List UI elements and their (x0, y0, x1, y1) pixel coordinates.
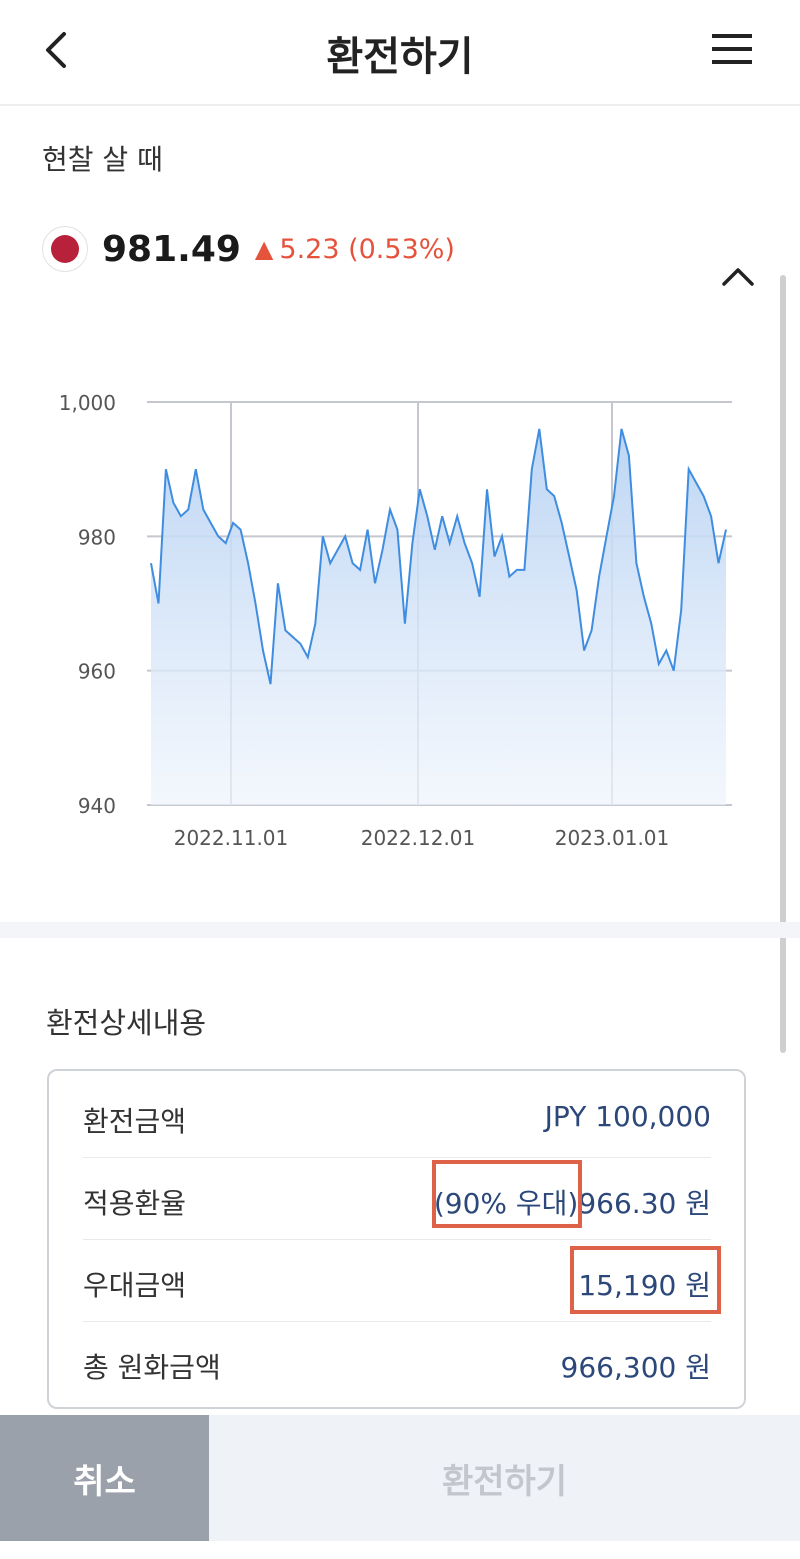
x-tick-label: 2022.12.01 (361, 826, 476, 850)
cancel-button[interactable]: 취소 (0, 1415, 209, 1541)
app-header: 환전하기 (0, 0, 800, 106)
detail-row-amount: 환전금액 JPY 100,000 (83, 1076, 711, 1158)
rate-change: 5.23 (0.53%) (279, 233, 455, 265)
detail-value: 966,300 원 (560, 1351, 711, 1384)
section-divider (0, 922, 800, 938)
page-title: 환전하기 (326, 34, 474, 80)
chevron-left-icon (46, 32, 66, 68)
exchange-details-card: 환전금액 JPY 100,000 적용환율 (90% 우대)966.30 원 우… (47, 1069, 746, 1409)
detail-label: 적용환율 (83, 1187, 187, 1220)
detail-value: (90% 우대)966.30 원 (434, 1182, 711, 1222)
chart-area-fill (151, 428, 726, 805)
preferential-badge: (90% 우대) (433, 1187, 579, 1220)
details-title: 환전상세내용 (46, 1006, 207, 1040)
bottom-action-bar: 취소 환전하기 (0, 1415, 800, 1541)
exchange-rate-chart: 1,000 980 960 940 2022.11.01 2022.12.01 2023.0… (59, 391, 732, 850)
rate-summary: 981.49 ▲ 5.23 (0.53%) (42, 222, 455, 276)
detail-row-total: 총 원화금액 966,300 원 (83, 1322, 711, 1404)
detail-value: 15,190 원 (578, 1269, 711, 1302)
collapse-chart-button[interactable] (718, 262, 758, 292)
y-tick-label: 980 (78, 525, 116, 549)
hamburger-menu-icon (712, 34, 752, 64)
highlight-preferential-rate (432, 1160, 582, 1228)
x-tick-label: 2022.11.01 (174, 826, 289, 850)
detail-label: 우대금액 (83, 1269, 187, 1302)
chart-series-line (150, 428, 727, 685)
detail-value: JPY 100,000 (544, 1100, 711, 1133)
detail-row-applied-rate: 적용환율 (90% 우대)966.30 원 (83, 1158, 711, 1240)
y-tick-label: 1,000 (59, 391, 116, 415)
chevron-up-icon (722, 268, 754, 286)
exchange-button[interactable]: 환전하기 (209, 1415, 800, 1541)
rate-type-label: 현찰 살 때 (42, 143, 163, 176)
menu-button[interactable] (712, 32, 752, 66)
detail-label: 총 원화금액 (83, 1351, 221, 1384)
japan-flag-icon (42, 226, 88, 272)
up-triangle-icon: ▲ (254, 235, 274, 263)
scrollbar[interactable] (780, 275, 786, 1053)
applied-rate-value: 966.30 원 (578, 1187, 711, 1220)
detail-row-discount: 우대금액 15,190 원 (83, 1240, 711, 1322)
back-button[interactable] (36, 28, 80, 72)
x-tick-label: 2023.01.01 (555, 826, 670, 850)
y-tick-label: 940 (78, 794, 116, 818)
detail-label: 환전금액 (83, 1105, 187, 1138)
current-rate: 981.49 (102, 228, 241, 270)
highlight-discount-amount (570, 1246, 721, 1314)
y-tick-label: 960 (78, 660, 116, 684)
